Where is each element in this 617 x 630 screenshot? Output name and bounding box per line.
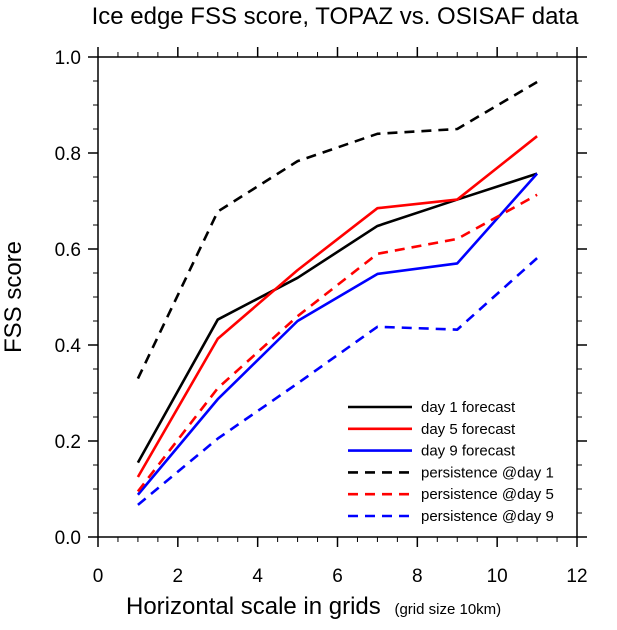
chart-title: Ice edge FSS score, TOPAZ vs. OSISAF dat…: [92, 3, 580, 30]
y-tick-label: 0.4: [55, 336, 82, 357]
legend-label-day-1-forecast: day 1 forecast: [421, 399, 516, 416]
x-tick-label: 2: [173, 566, 184, 587]
x-tick-label: 0: [93, 566, 104, 587]
series-line-day-9-forecast: [136, 172, 539, 496]
legend-label-day-9-forecast: day 9 forecast: [421, 443, 516, 460]
y-tick-label: 0.0: [55, 528, 81, 549]
x-tick-label: 6: [332, 566, 343, 587]
series-lines: [136, 80, 539, 506]
x-axis-title-main: Horizontal scale in grids: [126, 593, 381, 620]
y-axis-title: FSS score: [0, 241, 27, 353]
series-line-persistence-day-5: [136, 193, 538, 493]
y-tick-label: 0.8: [55, 144, 81, 165]
x-axis-title: Horizontal scale in grids (grid size 10k…: [126, 593, 501, 620]
y-tick-label: 0.6: [55, 240, 81, 261]
series-line-day-5-forecast: [136, 135, 538, 478]
legend-label-persistence-day-1: persistence @day 1: [421, 464, 554, 481]
series-line-persistence-day-9: [137, 257, 538, 506]
y-tick-label: 0.2: [55, 432, 81, 453]
x-tick-label: 12: [566, 566, 587, 587]
x-tick-label: 10: [487, 566, 508, 587]
series-line-persistence-day-1: [136, 80, 538, 380]
legend-label-day-5-forecast: day 5 forecast: [421, 421, 516, 438]
x-tick-label: 4: [252, 566, 263, 587]
x-tick-label: 8: [412, 566, 423, 587]
x-axis-ticks: 0 2 4 6 8 10 12: [93, 47, 588, 587]
x-axis-title-note: (grid size 10km): [394, 601, 501, 618]
y-tick-label: 1.0: [55, 48, 81, 69]
legend-label-persistence-day-9: persistence @day 9: [421, 508, 554, 525]
legend: day 1 forecast day 5 forecast day 9 foreca…: [348, 399, 554, 525]
series-line-day-1-forecast: [136, 172, 538, 464]
y-axis-ticks: 0.0 0.2 0.4 0.6 0.8 1.0: [55, 48, 587, 549]
legend-label-persistence-day-5: persistence @day 5: [421, 486, 554, 503]
